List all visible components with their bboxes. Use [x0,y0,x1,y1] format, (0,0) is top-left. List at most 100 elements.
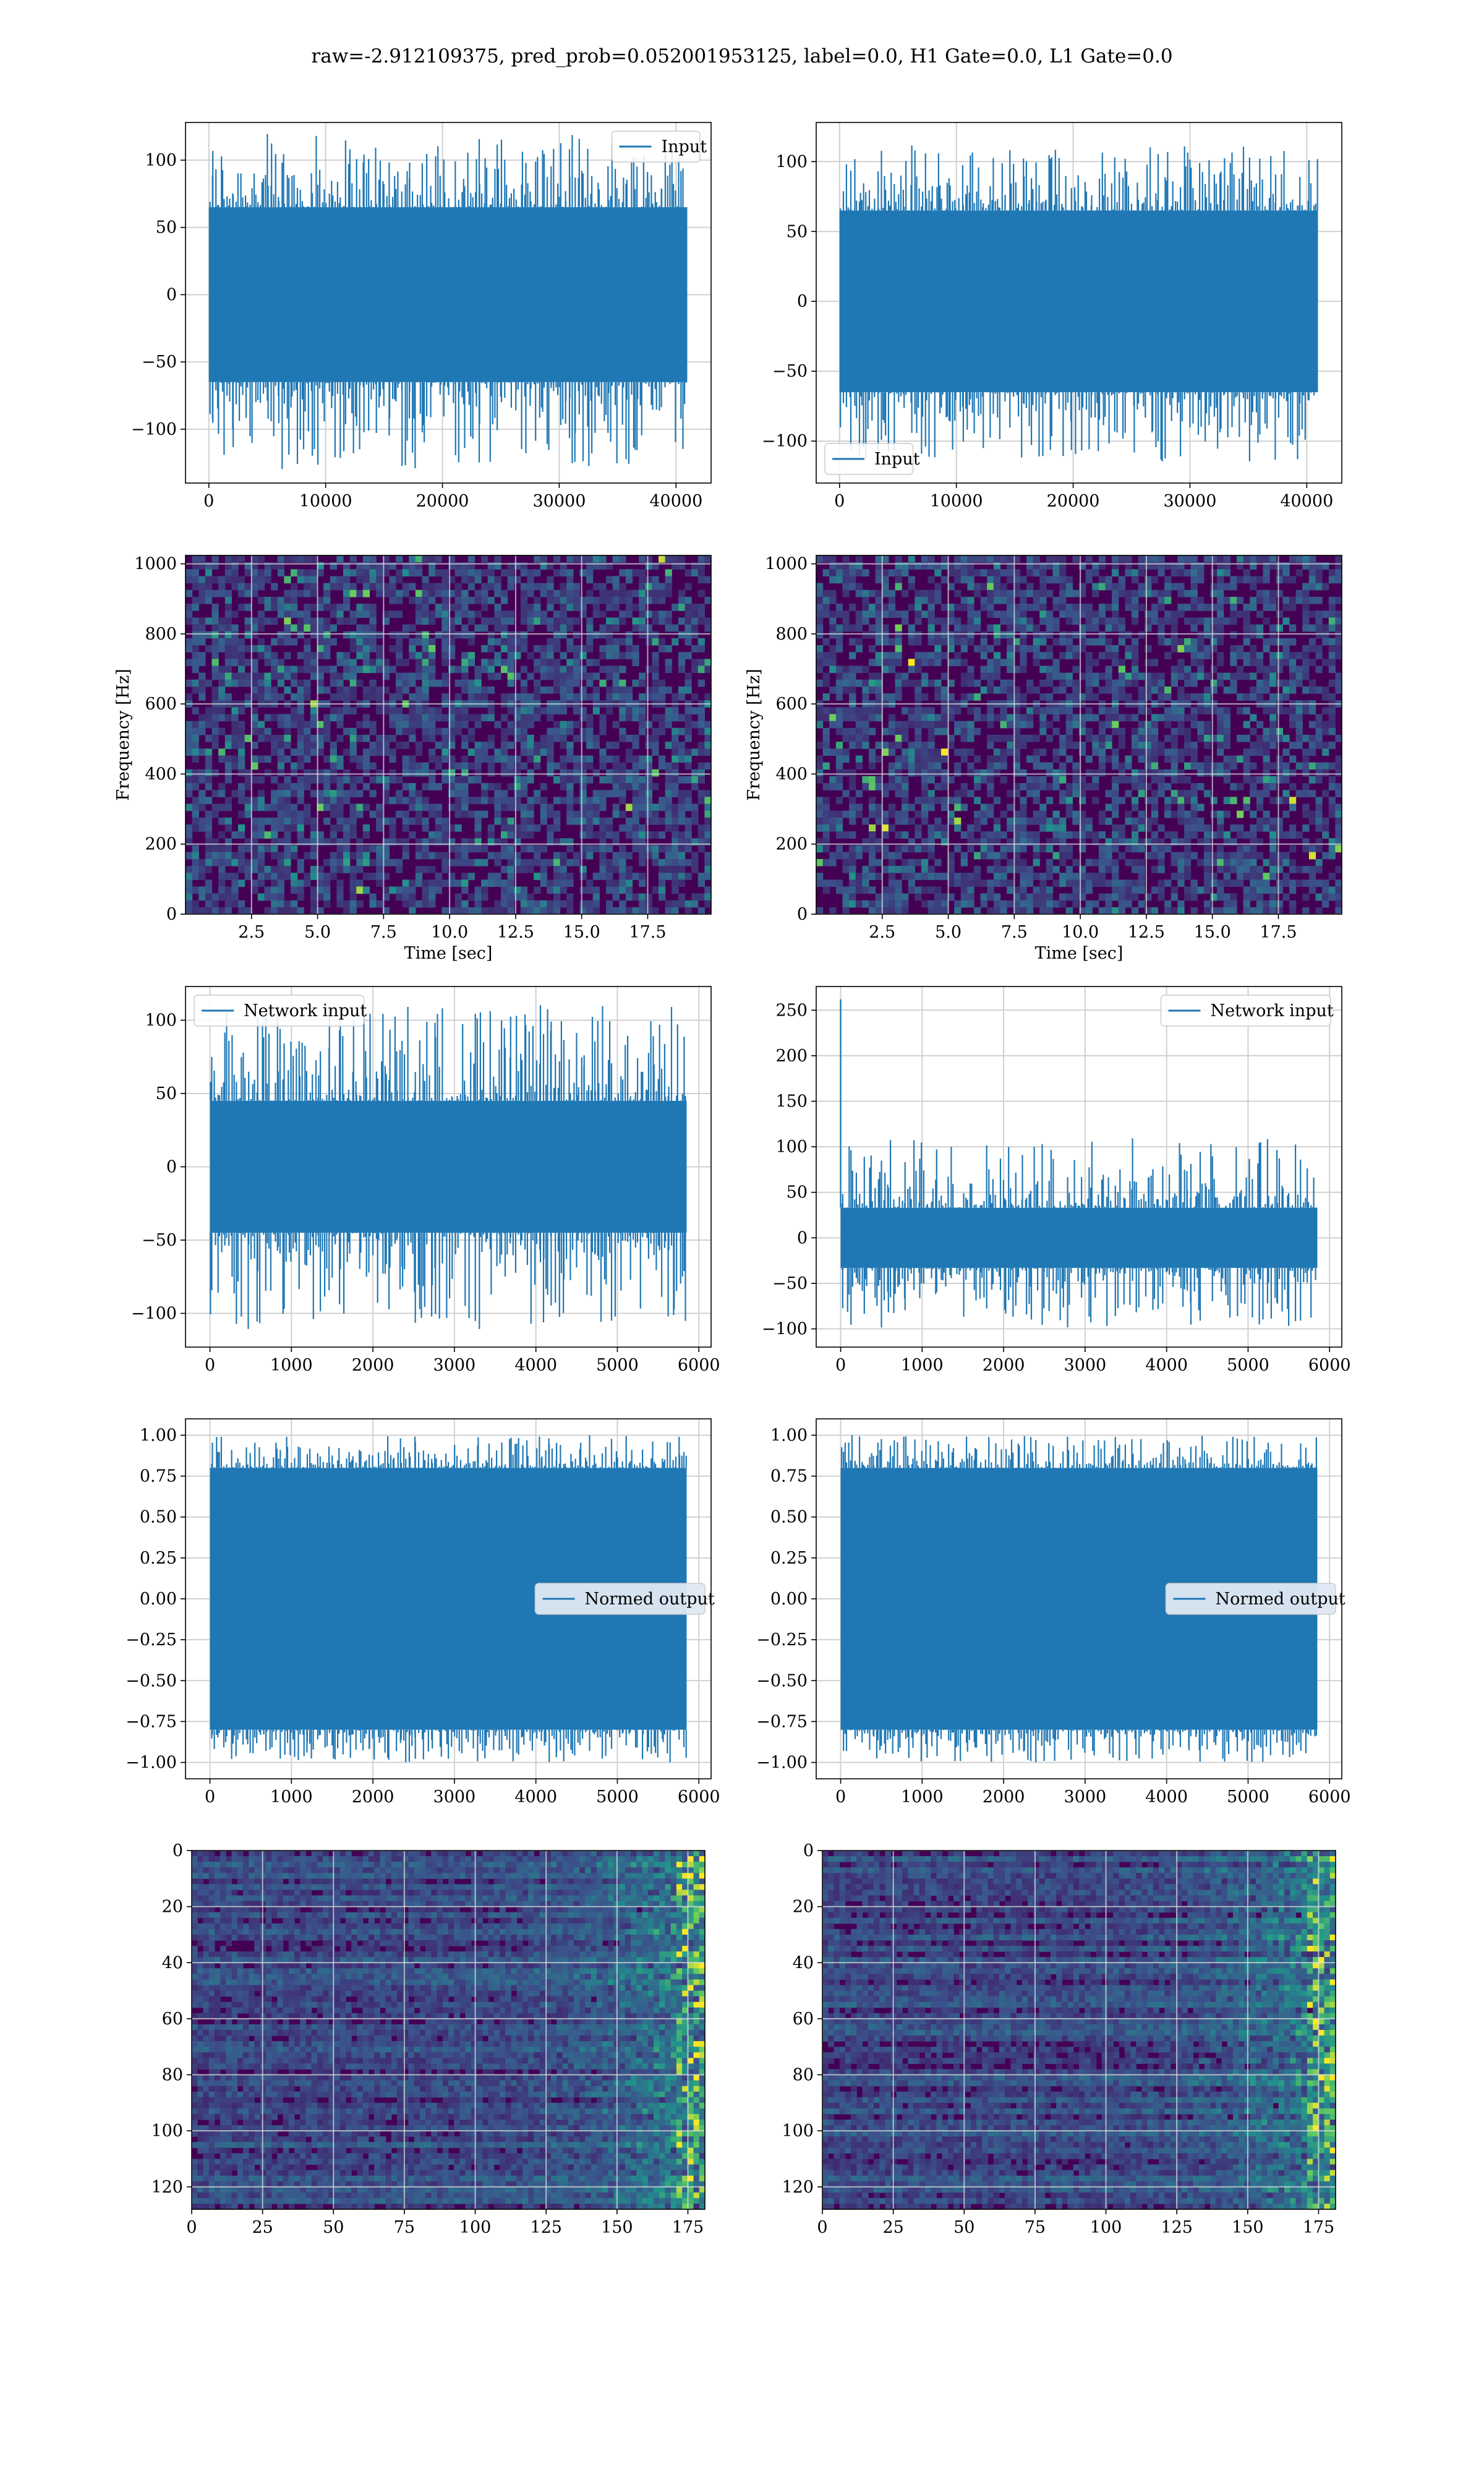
heatmap-cell [198,589,206,597]
heatmap-cell [435,838,442,846]
heatmap-cell [441,652,449,659]
heatmap-cell [224,659,232,667]
heatmap-cell [224,693,232,701]
heatmap-cell [231,659,239,667]
heatmap-cell [625,569,633,577]
heatmap-cell [869,714,876,722]
heatmap-cell [1013,831,1020,839]
heatmap-cell [429,803,436,811]
heatmap-cell [323,666,331,674]
heatmap-cell [1007,604,1014,611]
heatmap-cell [1223,596,1230,604]
heatmap-cell [474,776,482,784]
heatmap-cell [238,762,245,770]
heatmap-cell [560,735,567,742]
heatmap-cell [336,686,344,694]
heatmap-cell [494,604,501,611]
heatmap-cell [540,666,547,674]
heatmap-cell [1302,666,1310,674]
heatmap-cell [257,873,265,880]
heatmap-cell [323,886,331,894]
heatmap-cell [1322,769,1329,777]
heatmap-cell [507,900,514,908]
heatmap-cell [704,721,711,729]
series-band [208,207,688,382]
heatmap-cell [429,707,436,715]
x-tick-label: 10.0 [431,923,468,942]
heatmap-cell [967,838,974,846]
heatmap-cell [1132,679,1139,687]
heatmap-cell [244,562,252,570]
heatmap-cell [1171,707,1178,715]
heatmap-cell [1007,562,1014,570]
heatmap-cell [501,569,508,577]
heatmap-cell [1197,824,1205,832]
heatmap-cell [678,727,686,735]
heatmap-cell [573,776,581,784]
heatmap-cell [1190,679,1198,687]
heatmap-cell [297,686,304,694]
heatmap-cell [652,679,659,687]
heatmap-cell [244,583,252,591]
heatmap-cell [1295,831,1303,839]
heatmap-cell [271,748,278,756]
heatmap-cell [1210,631,1217,639]
heatmap-cell [461,735,469,742]
heatmap-cell [1308,762,1316,770]
heatmap-cell [1112,824,1119,832]
heatmap-cell [1328,721,1336,729]
heatmap-cell [507,886,514,894]
heatmap-cell [619,797,626,805]
heatmap-cell [862,817,869,825]
heatmap-cell [415,803,423,811]
heatmap-cell [573,659,581,667]
heatmap-cell [277,735,284,742]
heatmap-cell [835,576,843,584]
heatmap-cell [467,569,475,577]
y-tick-label: 0 [797,292,808,311]
heatmap-cell [1184,838,1192,846]
heatmap-cell [869,797,876,805]
heatmap-cell [829,659,837,667]
heatmap-cell [396,576,403,584]
heatmap-cell [927,845,935,853]
heatmap-cell [678,596,686,604]
heatmap-cell [507,562,514,570]
heatmap-cell [592,742,600,749]
heatmap-cell [205,893,213,901]
heatmap-cell [205,900,213,908]
heatmap-cell [816,762,824,770]
heatmap-cell [560,666,567,674]
heatmap-cell [540,583,547,591]
heatmap-cell [369,845,377,853]
heatmap-cell [921,858,929,867]
heatmap-cell [1177,803,1185,811]
heatmap-cell [987,769,994,777]
heatmap-cell [271,907,278,914]
heatmap-cell [310,624,318,632]
heatmap-cell [606,776,613,784]
heatmap-cell [599,652,607,659]
heatmap-cell [310,672,318,680]
heatmap-cell [415,652,423,659]
heatmap-cell [902,797,909,805]
heatmap-cell [672,907,679,914]
heatmap-cell [520,721,528,729]
heatmap-cell [882,783,889,790]
heatmap-cell [238,645,245,653]
heatmap-cell [553,686,561,694]
heatmap-cell [987,755,994,763]
heatmap-cell [1243,831,1250,839]
heatmap-cell [494,576,501,584]
heatmap-cell [441,838,449,846]
heatmap-cell [186,790,193,797]
heatmap-cell [356,589,364,597]
heatmap-cell [1052,769,1060,777]
heatmap-cell [205,576,213,584]
heatmap-cell [927,652,935,659]
heatmap-cell [487,783,495,790]
heatmap-cell [869,707,876,715]
heatmap-cell [474,886,482,894]
heatmap-cell [586,631,594,639]
heatmap-cell [993,659,1001,667]
